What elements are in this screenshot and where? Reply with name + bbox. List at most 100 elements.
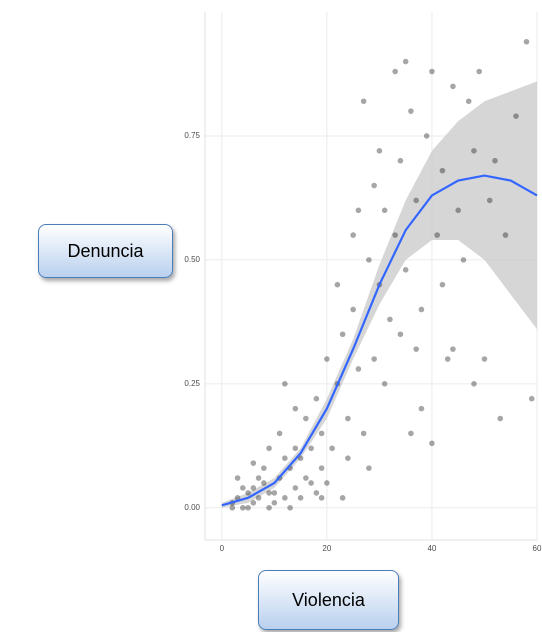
data-point bbox=[318, 430, 325, 437]
data-point bbox=[303, 415, 309, 422]
data-point bbox=[429, 68, 435, 75]
data-point bbox=[397, 157, 404, 164]
data-point bbox=[523, 38, 530, 45]
y-axis-label: Denuncia bbox=[38, 224, 173, 278]
x-tick-label: 20 bbox=[322, 544, 331, 553]
data-point bbox=[513, 113, 519, 119]
data-point bbox=[334, 281, 341, 288]
x-tick-label: 60 bbox=[533, 544, 542, 553]
data-point bbox=[434, 232, 440, 238]
data-point bbox=[329, 445, 335, 452]
data-point bbox=[455, 207, 462, 214]
data-point bbox=[282, 495, 288, 501]
data-point bbox=[387, 316, 393, 323]
data-point bbox=[313, 490, 320, 496]
data-point bbox=[371, 182, 377, 189]
data-point bbox=[413, 197, 419, 204]
data-point bbox=[497, 415, 504, 422]
data-point bbox=[355, 366, 362, 372]
data-point bbox=[366, 257, 372, 263]
data-point bbox=[345, 415, 351, 422]
data-point bbox=[345, 455, 351, 461]
data-point bbox=[476, 68, 483, 75]
data-point bbox=[376, 148, 383, 154]
data-point bbox=[266, 504, 272, 511]
x-tick-label: 0 bbox=[220, 544, 225, 553]
data-point bbox=[308, 480, 314, 486]
data-point bbox=[418, 306, 425, 313]
data-point bbox=[355, 207, 362, 214]
data-point bbox=[481, 356, 488, 362]
data-point bbox=[276, 430, 283, 437]
data-point bbox=[245, 504, 251, 511]
x-tick-label: 40 bbox=[427, 544, 436, 553]
data-point bbox=[450, 346, 456, 352]
data-point bbox=[429, 440, 435, 447]
data-point bbox=[297, 455, 304, 461]
data-point bbox=[292, 445, 299, 452]
data-point bbox=[371, 356, 377, 362]
x-axis-label: Violencia bbox=[258, 570, 399, 630]
data-point bbox=[381, 207, 388, 214]
data-point bbox=[439, 167, 446, 174]
data-point bbox=[282, 455, 288, 461]
data-point bbox=[250, 460, 257, 466]
data-point bbox=[261, 480, 267, 486]
data-point bbox=[255, 475, 262, 481]
data-point bbox=[240, 485, 246, 491]
data-point bbox=[308, 445, 314, 452]
data-point bbox=[360, 98, 367, 105]
data-point bbox=[229, 504, 236, 511]
data-point bbox=[297, 495, 304, 501]
data-point bbox=[397, 331, 404, 338]
data-point bbox=[360, 430, 367, 437]
y-tick-label: 0.00 bbox=[184, 503, 200, 512]
data-point bbox=[240, 504, 246, 511]
data-point bbox=[250, 485, 257, 491]
data-point bbox=[287, 504, 293, 511]
data-point bbox=[486, 197, 493, 204]
data-point bbox=[318, 465, 325, 471]
data-point bbox=[366, 465, 372, 471]
data-point bbox=[402, 267, 409, 273]
data-point bbox=[439, 281, 446, 288]
data-point bbox=[465, 98, 472, 105]
confidence-band bbox=[221, 81, 537, 508]
data-point bbox=[423, 133, 430, 139]
data-point bbox=[492, 157, 498, 164]
data-point bbox=[408, 108, 414, 114]
data-point bbox=[350, 232, 356, 238]
data-point bbox=[234, 495, 241, 501]
data-point bbox=[266, 490, 272, 496]
data-point bbox=[318, 495, 325, 501]
data-point bbox=[471, 148, 477, 154]
plot-background bbox=[205, 12, 537, 540]
data-point bbox=[471, 381, 477, 387]
data-point bbox=[324, 480, 330, 486]
data-point bbox=[255, 495, 262, 501]
data-point bbox=[402, 58, 409, 65]
data-point bbox=[261, 465, 267, 471]
data-point bbox=[444, 356, 451, 362]
data-point bbox=[460, 257, 467, 263]
data-point bbox=[271, 490, 278, 496]
data-point bbox=[292, 485, 299, 491]
data-point bbox=[339, 495, 346, 501]
data-point bbox=[450, 83, 456, 90]
data-point bbox=[271, 500, 278, 506]
data-point bbox=[234, 475, 241, 481]
data-point bbox=[324, 356, 330, 362]
data-point bbox=[303, 475, 309, 481]
data-point bbox=[339, 331, 346, 338]
data-point bbox=[408, 430, 414, 437]
data-point bbox=[266, 445, 272, 452]
data-point bbox=[292, 405, 299, 412]
data-point bbox=[250, 500, 257, 506]
data-point bbox=[502, 232, 509, 238]
data-point bbox=[392, 68, 398, 75]
data-point bbox=[392, 232, 398, 238]
data-point bbox=[413, 346, 419, 352]
data-point bbox=[381, 381, 388, 387]
